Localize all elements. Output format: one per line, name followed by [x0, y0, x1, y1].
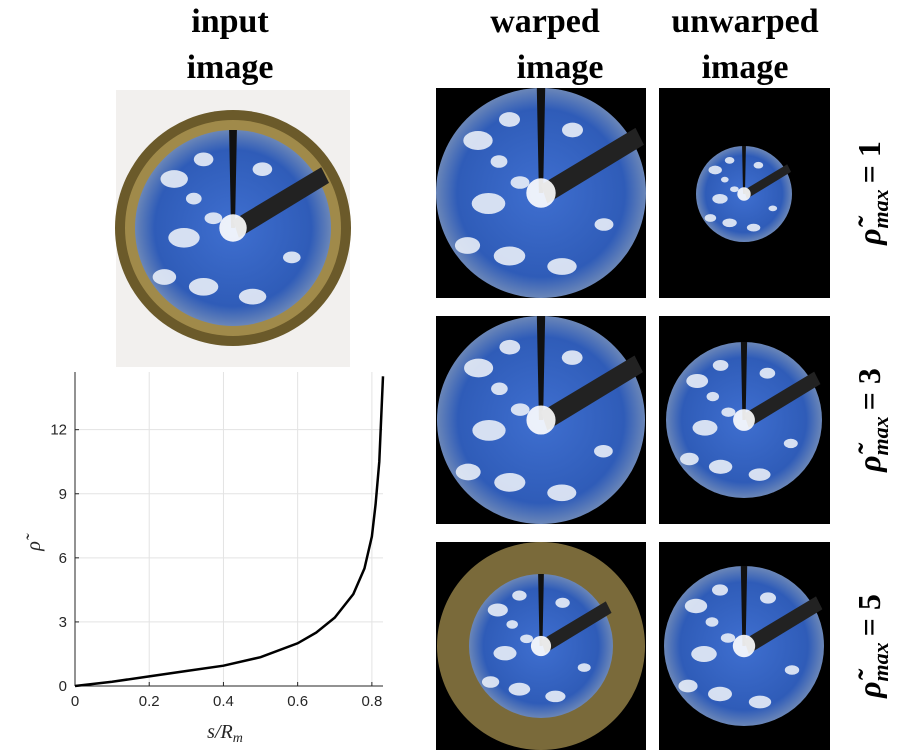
x-tick-label: 0.2: [139, 693, 160, 710]
y-tick-label: 9: [59, 486, 67, 503]
header: unwarped: [671, 3, 818, 40]
row-labels: ρ̃max= 1 ρ̃max= 3 ρ̃max= 5: [851, 141, 893, 699]
input-image: [115, 90, 351, 367]
x-tick-label: 0.6: [287, 693, 308, 710]
row-label: ρ̃max= 5: [851, 594, 893, 699]
header: image: [517, 49, 604, 86]
header: image: [187, 49, 274, 86]
column-headers: input image warped image unwarped image: [187, 3, 819, 86]
header: input: [191, 3, 269, 40]
y-tick-label: 6: [59, 550, 67, 567]
curve: [74, 376, 385, 688]
chart: s/Rm ρ̃ 0 3 6 9 12 0 0.2 0.4 0.6 0.8: [23, 372, 385, 746]
row-label: ρ̃max= 1: [851, 141, 893, 246]
row-label: ρ̃max= 3: [851, 368, 893, 473]
x-tick-label: 0.8: [361, 693, 382, 710]
plot-area: [75, 372, 383, 686]
y-tick-label: 0: [59, 678, 67, 695]
unwarped-images: [659, 88, 830, 750]
y-tick-label: 12: [50, 422, 67, 439]
y-axis-label: ρ̃: [23, 533, 45, 552]
warped-images: [436, 88, 646, 750]
header: warped: [490, 3, 600, 40]
x-tick-label: 0: [71, 693, 79, 710]
header: image: [702, 49, 789, 86]
x-tick-label: 0.4: [213, 693, 234, 710]
y-tick-label: 3: [59, 614, 67, 631]
x-axis-label: s/Rm: [207, 721, 243, 746]
